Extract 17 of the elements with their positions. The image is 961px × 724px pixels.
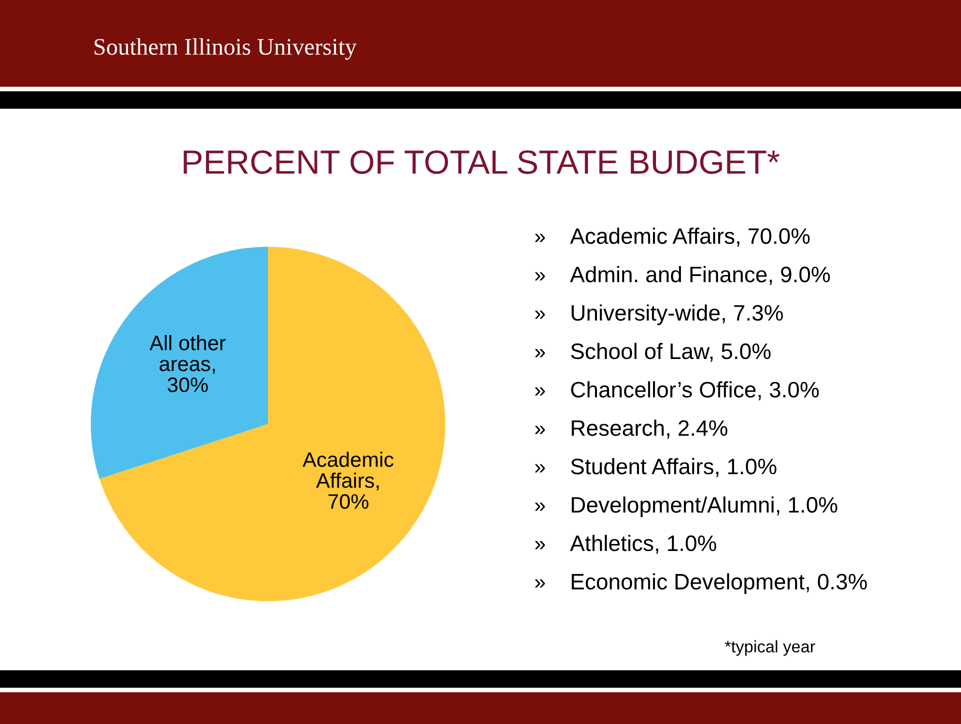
text: » Chancellor’s Office, 3.0% <box>535 381 819 400</box>
text: » University-wide, 7.3% <box>535 304 783 326</box>
text: » Development/Alumni, 1.0% <box>535 496 838 518</box>
text: *typical year <box>724 640 816 656</box>
text: » Student Affairs, 1.0% <box>535 458 776 477</box>
slice-label: Academic Affairs, 70% <box>302 452 394 509</box>
pie-slice <box>99 246 446 602</box>
text: » Research, 2.4% <box>535 420 728 439</box>
text: » Admin. and Finance, 9.0% <box>535 266 830 285</box>
text: » Economic Development, 0.3% <box>535 573 867 594</box>
text: » School of Law, 5.0% <box>535 342 771 362</box>
text: » Academic Affairs, 70.0% <box>535 228 810 247</box>
chart-title: PERCENT OF TOTAL STATE BUDGET* <box>184 150 780 174</box>
text: » Athletics, 1.0% <box>535 534 716 554</box>
pie-slice <box>90 246 268 479</box>
slice-label: All other areas, 30% <box>150 335 226 392</box>
text: Southern Illinois University <box>94 38 357 60</box>
